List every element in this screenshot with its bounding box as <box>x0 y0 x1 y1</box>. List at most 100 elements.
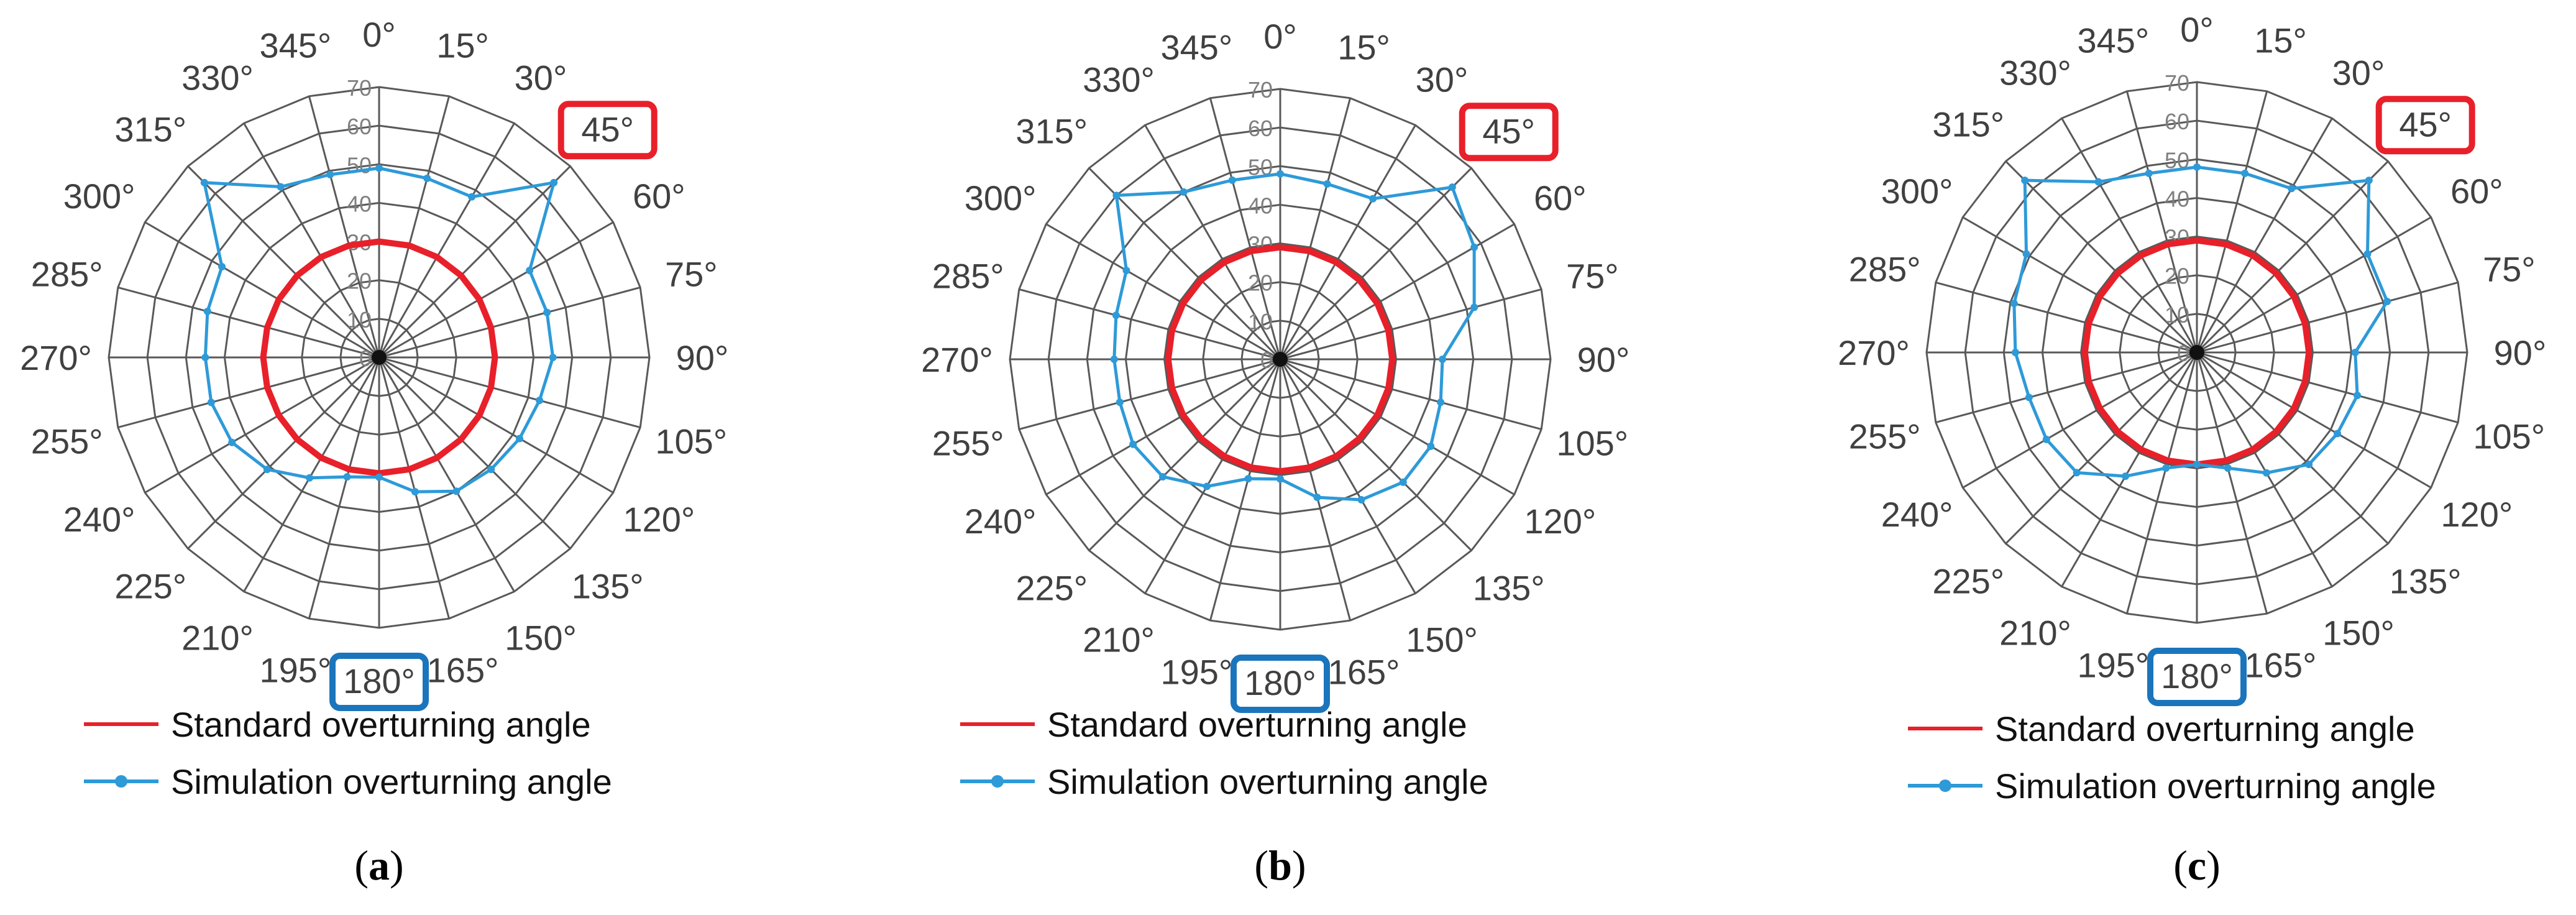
simulation-point <box>207 398 215 407</box>
grid-spoke <box>378 96 451 358</box>
grid-spoke <box>1279 124 1416 360</box>
angle-tick-label: 15° <box>436 26 489 65</box>
angle-tick-label: 270° <box>921 340 993 379</box>
simulation-point <box>1110 356 1118 363</box>
radial-tick-label: 70 <box>1248 77 1273 103</box>
simulation-point <box>2042 435 2050 443</box>
simulation-point <box>1439 356 1446 363</box>
legend-standard-label: Standard overturning angle <box>1047 705 1467 744</box>
simulation-point <box>263 466 271 474</box>
angle-tick-label: 225° <box>1015 569 1088 608</box>
simulation-point <box>536 397 544 405</box>
grid-spoke <box>2125 352 2198 614</box>
grid-spoke <box>378 356 571 549</box>
simulation-point <box>1313 494 1321 502</box>
grid-spoke <box>2196 160 2389 354</box>
angle-tick-label: 90° <box>676 338 729 377</box>
radial-tick-label: 10 <box>2165 302 2189 328</box>
simulation-point <box>1112 191 1121 200</box>
grid-spoke <box>2196 351 2389 545</box>
grid-spoke <box>1144 359 1281 594</box>
grid-spoke <box>1962 351 2198 489</box>
simulation-point <box>2162 464 2170 472</box>
radial-tick-label: 0 <box>2177 341 2189 366</box>
grid-spoke <box>1279 98 1352 360</box>
grid-spoke <box>1045 358 1281 495</box>
angle-tick-label: 135° <box>2390 562 2462 601</box>
radial-tick-label: 10 <box>347 307 372 333</box>
grid-spoke <box>187 165 380 359</box>
grid-spoke <box>1209 359 1281 621</box>
simulation-point <box>2351 349 2359 356</box>
angle-tick-label: 210° <box>1083 620 1155 659</box>
grid-spoke <box>1209 98 1281 360</box>
simulation-point <box>2094 178 2102 186</box>
grid-spoke <box>308 96 380 358</box>
angle-tick-label: 165° <box>1328 652 1400 691</box>
center-dot <box>372 350 387 365</box>
grid-spoke <box>1088 358 1281 551</box>
simulation-point <box>2011 349 2019 356</box>
legend-simulation-marker <box>991 775 1004 788</box>
simulation-point <box>543 308 551 316</box>
grid-spoke <box>1280 288 1542 361</box>
angle-tick-label: 165° <box>427 650 499 689</box>
simulation-point <box>1399 478 1407 486</box>
simulation-point <box>306 474 314 482</box>
grid-spoke <box>144 356 380 494</box>
angle-tick-label: 165° <box>2245 645 2317 684</box>
angle-tick-label: 180° <box>1244 663 1316 702</box>
simulation-point <box>1357 496 1365 504</box>
simulation-point <box>549 354 557 361</box>
grid-spoke <box>1045 223 1281 361</box>
angle-tick-label: 45° <box>1482 111 1535 150</box>
grid-spoke <box>1280 358 1542 431</box>
min-angle-highlight-box <box>2147 648 2247 706</box>
legend-simulation-label: Simulation overturning angle <box>1995 766 2436 806</box>
angle-tick-label: 240° <box>965 502 1037 541</box>
grid-spoke <box>144 221 380 359</box>
angle-tick-label: 270° <box>1838 333 1910 372</box>
angle-tick-label: 285° <box>932 256 1004 295</box>
angle-tick-label: 315° <box>1932 104 2004 144</box>
grid-spoke <box>1279 358 1472 551</box>
simulation-point <box>2025 393 2033 402</box>
angle-tick-label: 75° <box>665 254 718 293</box>
simulation-point <box>2383 297 2391 305</box>
grid-spoke <box>1088 167 1281 361</box>
simulation-point <box>1427 442 1435 450</box>
angle-tick-label: 30° <box>515 58 567 98</box>
grid-spoke <box>2196 216 2432 354</box>
grid-spoke <box>1279 167 1472 361</box>
simulation-point <box>1228 176 1236 184</box>
angle-tick-label: 60° <box>633 177 685 216</box>
angle-tick-label: 15° <box>2254 21 2307 60</box>
radial-tick-label: 20 <box>2165 264 2189 289</box>
angle-tick-label: 330° <box>181 58 254 98</box>
angle-tick-label: 105° <box>1556 424 1628 463</box>
grid-spoke <box>2061 352 2198 587</box>
simulation-point <box>228 438 236 446</box>
angle-tick-label: 300° <box>1881 172 1953 211</box>
angle-tick-label: 45° <box>581 109 634 149</box>
angle-tick-label: 195° <box>1161 652 1233 691</box>
radial-tick-label: 40 <box>2165 186 2189 211</box>
angle-tick-label: 15° <box>1337 28 1390 67</box>
legend-simulation-label: Simulation overturning angle <box>171 762 612 801</box>
grid-spoke <box>2196 117 2333 353</box>
center-dot <box>2189 345 2204 360</box>
angle-tick-label: 225° <box>114 567 186 606</box>
simulation-point <box>1203 482 1211 490</box>
radial-tick-label: 50 <box>347 152 372 178</box>
simulation-point <box>277 183 285 191</box>
legend-standard-label: Standard overturning angle <box>171 705 591 744</box>
angle-tick-label: 300° <box>965 178 1037 218</box>
simulation-point <box>2262 469 2270 477</box>
simulation-point <box>1277 475 1284 483</box>
angle-tick-label: 105° <box>2473 417 2545 456</box>
simulation-point <box>203 308 211 316</box>
angle-tick-label: 90° <box>1577 340 1630 379</box>
angle-tick-label: 270° <box>20 338 92 377</box>
